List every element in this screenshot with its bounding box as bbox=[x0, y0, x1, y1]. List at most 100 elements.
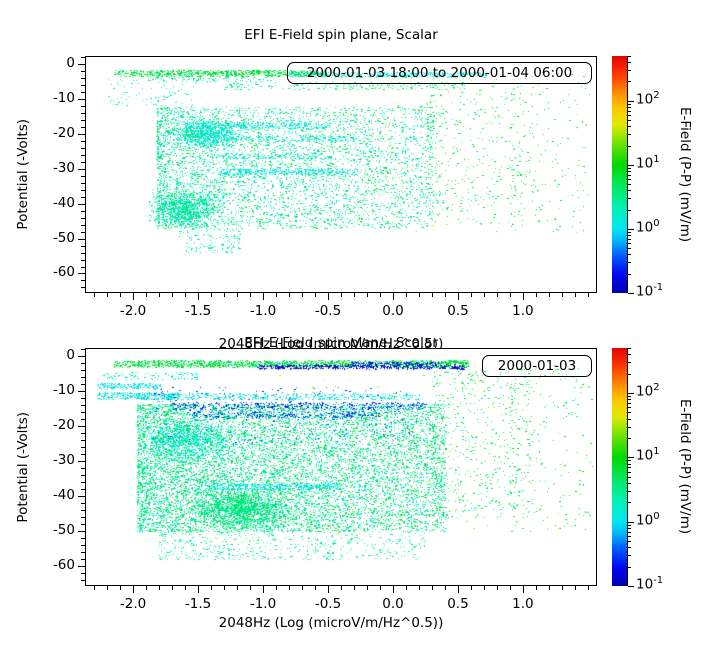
legend-text: 2000-01-03 bbox=[497, 358, 577, 374]
colorbar-minor-tick bbox=[628, 174, 631, 176]
colorbar-major-tick bbox=[628, 228, 634, 230]
colorbar-tick-label: 102 bbox=[636, 381, 660, 400]
y-tick bbox=[81, 182, 85, 184]
colorbar-minor-tick bbox=[628, 412, 631, 414]
y-tick bbox=[81, 287, 85, 289]
y-tick bbox=[78, 99, 85, 101]
y-tick bbox=[81, 196, 85, 198]
x-tick bbox=[405, 586, 407, 590]
y-tick bbox=[81, 552, 85, 554]
colorbar-minor-tick bbox=[628, 179, 631, 181]
x-tick bbox=[561, 586, 563, 590]
x-tick bbox=[418, 586, 420, 590]
x-tick bbox=[496, 293, 498, 297]
y-tick bbox=[81, 433, 85, 435]
colorbar-minor-tick bbox=[628, 190, 631, 192]
x-tick bbox=[341, 586, 342, 590]
y-tick bbox=[81, 210, 85, 212]
colorbar-label: E-Field (P-P) (mV/m) bbox=[677, 399, 693, 535]
x-tick bbox=[289, 293, 291, 297]
x-tick-label: -2.0 bbox=[119, 596, 147, 612]
colorbar-major-tick bbox=[628, 586, 634, 587]
colorbar-minor-tick bbox=[628, 167, 631, 169]
y-tick bbox=[78, 203, 85, 205]
y-tick bbox=[78, 566, 85, 568]
y-tick bbox=[81, 419, 85, 421]
y-tick bbox=[78, 426, 85, 428]
x-tick bbox=[224, 586, 226, 590]
x-tick bbox=[522, 293, 524, 300]
colorbar-major-tick bbox=[628, 392, 634, 394]
x-tick-label: 0.5 bbox=[447, 596, 469, 612]
y-tick bbox=[81, 252, 85, 254]
colorbar-minor-tick bbox=[628, 555, 631, 557]
y-tick bbox=[78, 238, 85, 240]
colorbar-minor-tick bbox=[628, 198, 631, 200]
x-tick bbox=[353, 586, 355, 590]
colorbar-minor-tick bbox=[628, 262, 631, 264]
y-tick bbox=[81, 468, 85, 470]
x-tick bbox=[315, 586, 316, 590]
scatter-canvas bbox=[86, 349, 596, 585]
y-tick bbox=[81, 454, 85, 456]
colorbar-tick-label: 101 bbox=[636, 153, 660, 172]
colorbar-minor-tick bbox=[628, 407, 631, 409]
y-tick bbox=[78, 356, 85, 358]
plot-area bbox=[85, 56, 597, 293]
colorbar-minor-tick bbox=[628, 535, 631, 537]
y-tick bbox=[78, 461, 85, 463]
x-tick bbox=[457, 586, 459, 593]
x-tick bbox=[379, 586, 381, 590]
x-tick bbox=[366, 586, 368, 590]
y-tick-label: -10 bbox=[52, 382, 75, 399]
colorbar-minor-tick bbox=[628, 126, 631, 128]
x-tick bbox=[107, 293, 109, 297]
y-tick bbox=[78, 64, 85, 66]
y-tick bbox=[81, 517, 85, 519]
x-tick bbox=[211, 586, 213, 590]
colorbar-minor-tick bbox=[628, 106, 631, 108]
x-tick-label: 1.0 bbox=[512, 303, 534, 319]
y-tick bbox=[81, 412, 85, 414]
colorbar-minor-tick bbox=[628, 463, 631, 465]
y-tick bbox=[81, 161, 85, 163]
x-tick-label: -0.5 bbox=[314, 303, 342, 319]
y-tick-label: -30 bbox=[52, 159, 75, 176]
colorbar-tick-label: 102 bbox=[636, 89, 660, 108]
y-tick bbox=[78, 273, 85, 275]
colorbar-label-wrap: E-Field (P-P) (mV/m) bbox=[674, 56, 696, 293]
colorbar-tick-label: 100 bbox=[636, 217, 660, 236]
colorbar-minor-tick bbox=[628, 354, 631, 356]
y-tick bbox=[81, 349, 85, 351]
x-tick bbox=[315, 293, 316, 297]
x-tick bbox=[302, 586, 303, 590]
x-tick bbox=[120, 586, 122, 590]
x-tick bbox=[548, 586, 550, 590]
y-tick bbox=[81, 127, 85, 129]
y-tick-label: -20 bbox=[52, 125, 75, 142]
x-tick bbox=[483, 586, 485, 590]
x-tick bbox=[198, 293, 200, 300]
x-tick bbox=[379, 293, 381, 297]
colorbar-minor-tick bbox=[628, 114, 631, 116]
x-tick bbox=[263, 293, 265, 300]
x-tick bbox=[159, 293, 161, 297]
x-tick-label: 0.0 bbox=[382, 596, 404, 612]
x-axis-label: 2048Hz (Log (microV/m/Hz^0.5)) bbox=[218, 615, 444, 631]
colorbar-minor-tick bbox=[628, 395, 631, 397]
y-tick bbox=[81, 510, 85, 512]
y-tick bbox=[81, 503, 85, 505]
colorbar-minor-tick bbox=[628, 145, 631, 147]
colorbar-minor-tick bbox=[628, 171, 631, 173]
y-tick bbox=[81, 545, 85, 547]
y-tick bbox=[81, 224, 85, 226]
y-tick bbox=[78, 531, 85, 533]
y-tick-label: 0 bbox=[66, 347, 75, 364]
y-tick bbox=[81, 57, 85, 59]
x-tick bbox=[263, 586, 265, 593]
colorbar-minor-tick bbox=[628, 231, 631, 233]
y-tick bbox=[81, 71, 85, 73]
y-tick bbox=[81, 363, 85, 365]
colorbar-minor-tick bbox=[628, 243, 631, 245]
colorbar-major-tick bbox=[628, 521, 634, 523]
